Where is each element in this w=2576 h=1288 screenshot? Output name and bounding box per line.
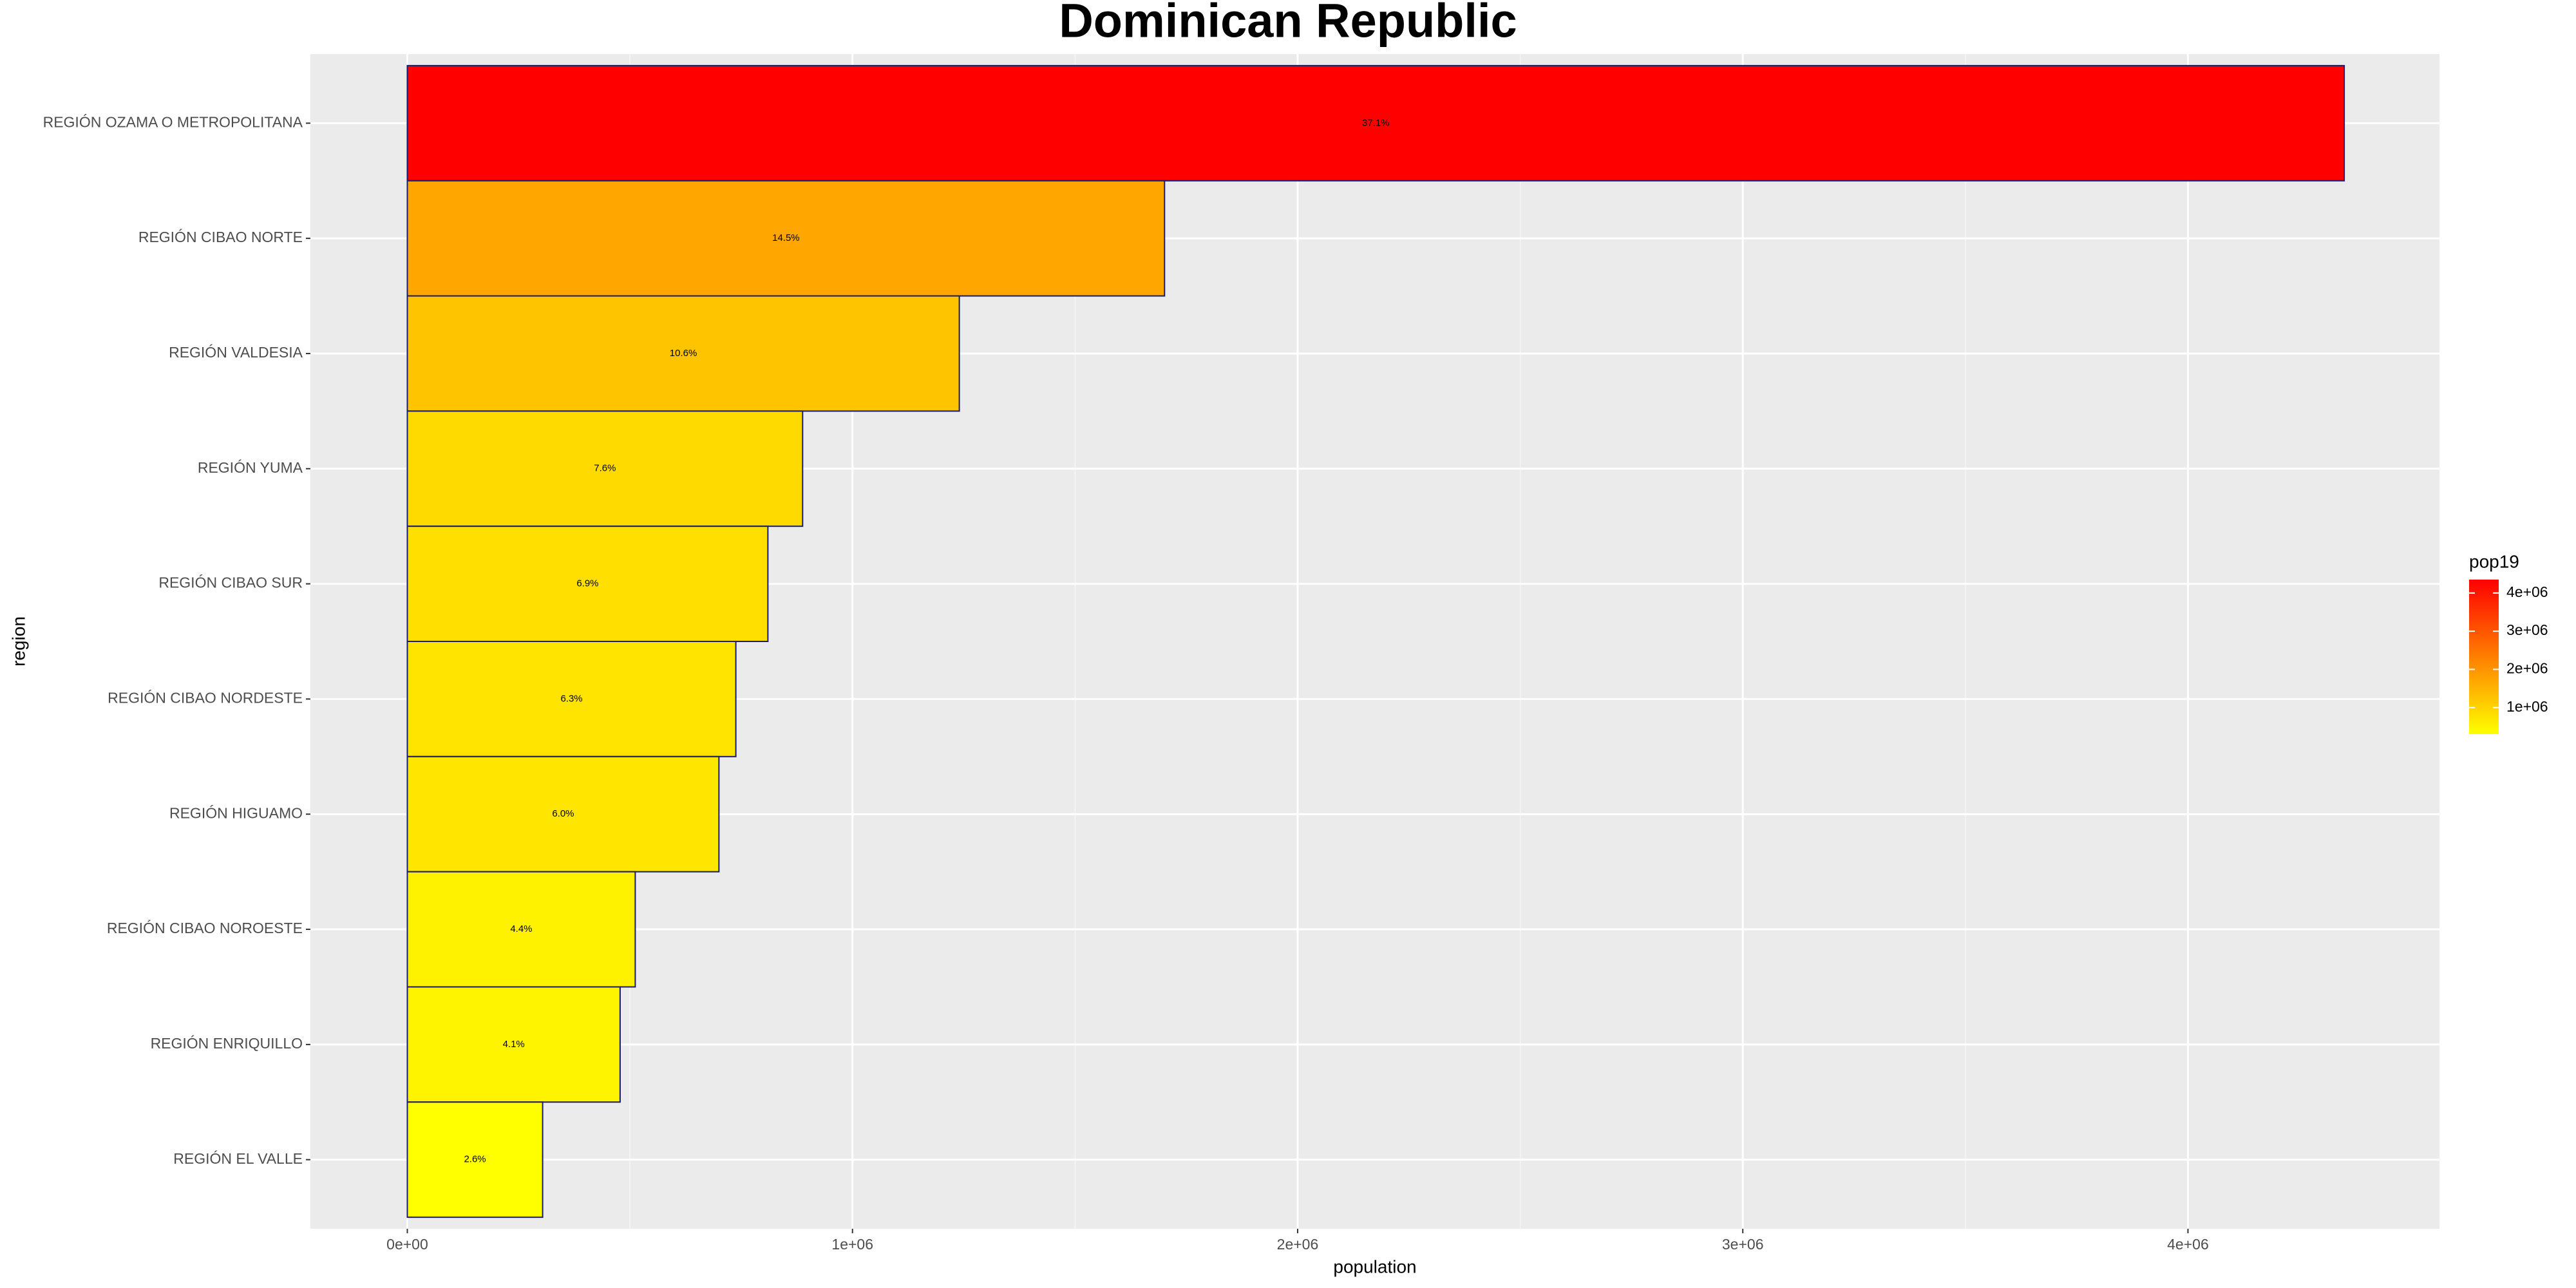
x-tick-label: 4e+06	[2167, 1236, 2209, 1253]
bar	[406, 410, 804, 527]
bar-label: 37.1%	[1362, 117, 1390, 128]
x-tick-label: 0e+00	[386, 1236, 428, 1253]
bar	[406, 871, 636, 988]
bar	[406, 1101, 544, 1218]
x-tick-label: 3e+06	[1722, 1236, 1764, 1253]
chart-title: Dominican Republic	[1059, 0, 1517, 48]
y-tick-label: REGIÓN CIBAO SUR	[158, 574, 303, 591]
legend-title: pop19	[2469, 551, 2519, 571]
x-axis-title: population	[1333, 1256, 1416, 1276]
legend-tick-label: 2e+06	[2506, 659, 2548, 676]
x-tick-label: 2e+06	[1277, 1236, 1319, 1253]
bar-label: 2.6%	[464, 1154, 486, 1165]
bar-label: 4.1%	[503, 1039, 525, 1050]
y-tick-label: REGIÓN CIBAO NORDESTE	[108, 689, 303, 706]
bar-label: 6.9%	[576, 578, 598, 589]
bar	[406, 295, 960, 412]
y-tick-label: REGIÓN VALDESIA	[169, 344, 303, 361]
bar-label: 14.5%	[772, 232, 800, 243]
y-tick-label: REGIÓN OZAMA O METROPOLITANA	[43, 113, 303, 130]
y-tick-label: REGIÓN EL VALLE	[173, 1150, 303, 1167]
x-tick-label: 1e+06	[831, 1236, 873, 1253]
bar-label: 7.6%	[594, 463, 616, 474]
bar	[406, 180, 1166, 297]
legend-colorbar	[2469, 580, 2499, 734]
bar-label: 4.4%	[510, 923, 532, 934]
bar	[406, 64, 2345, 182]
y-tick-label: REGIÓN YUMA	[198, 459, 303, 476]
bar	[406, 526, 769, 642]
legend-tick-label: 1e+06	[2506, 698, 2548, 715]
legend-tick-label: 3e+06	[2506, 621, 2548, 638]
bar	[406, 641, 737, 757]
y-tick-label: REGIÓN ENRIQUILLO	[151, 1035, 303, 1052]
bar	[406, 755, 720, 873]
y-tick-label: REGIÓN CIBAO NOROESTE	[107, 920, 303, 936]
y-axis-title: region	[8, 616, 28, 667]
y-tick-label: REGIÓN HIGUAMO	[169, 804, 303, 821]
bar-label: 6.0%	[552, 808, 574, 819]
legend-tick-label: 4e+06	[2506, 583, 2548, 600]
y-tick-label: REGIÓN CIBAO NORTE	[138, 229, 303, 245]
bar-label: 10.6%	[670, 348, 697, 359]
bar	[406, 986, 621, 1103]
bar-label: 6.3%	[560, 693, 582, 704]
